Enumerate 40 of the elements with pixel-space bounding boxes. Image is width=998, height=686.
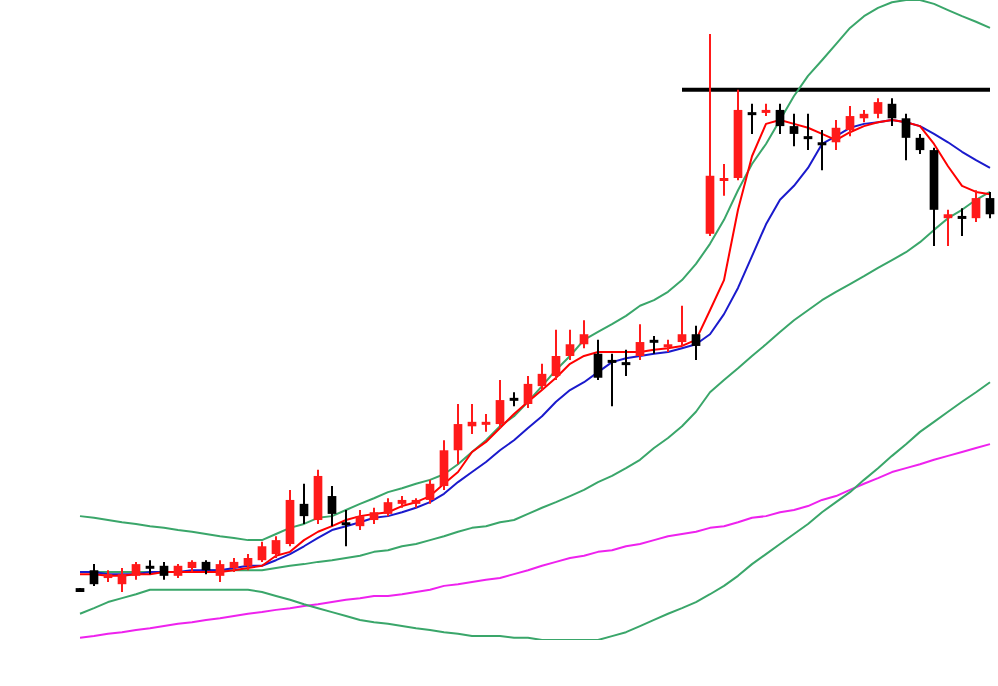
candlestick [957,207,967,238]
candlestick [607,352,617,408]
candlestick [901,112,911,162]
candlestick [747,102,757,135]
candlestick [817,129,827,172]
candlestick [677,304,687,347]
candlestick [355,508,365,532]
candlestick [551,328,561,381]
candlestick [285,488,295,548]
candlestick [803,112,813,152]
candlestick [691,324,701,361]
candlestick [789,112,799,148]
candlestick [593,338,603,381]
candlestick [845,105,855,138]
candlestick [327,485,337,528]
candlestick [537,362,547,392]
candlestick [313,468,323,525]
candlestick [453,402,463,466]
candlestick [257,540,267,563]
candlestick [341,508,351,548]
candlestick [775,102,785,135]
candlestick [579,319,589,350]
candlestick [873,97,883,120]
candlestick [943,208,953,248]
candlestick [565,328,575,361]
candlestick [495,378,505,429]
candlestick [439,439,449,491]
candlestick [621,348,631,378]
candlestick [299,482,309,525]
candlestick [635,323,645,361]
candlestick [523,375,533,409]
candlestick [719,163,729,197]
candlestick [985,190,995,220]
candlestick [915,132,925,155]
candlestick [271,535,281,559]
candlestick [425,478,435,505]
candlestick [89,563,99,587]
candlestick [117,567,127,594]
candlestick [971,189,981,224]
candlestick [215,559,225,583]
